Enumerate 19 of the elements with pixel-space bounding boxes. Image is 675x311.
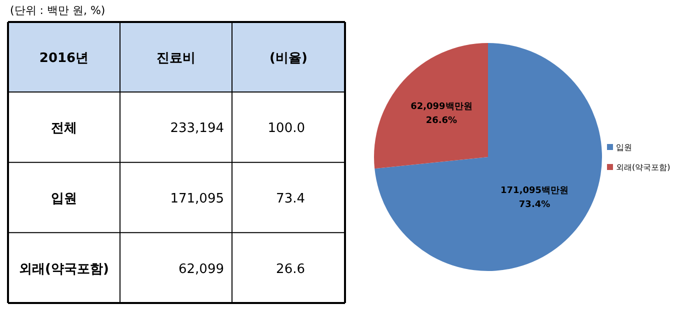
pie-slice (374, 43, 488, 169)
text: 26.6 (276, 262, 305, 277)
data-label: 62,099백만원 26.6% (410, 102, 472, 126)
text: 100.0 (268, 121, 305, 136)
text: 진료비 (156, 51, 196, 66)
legend-label: 외래(약국포함) (616, 163, 670, 172)
text: 2016년 (39, 51, 89, 66)
text: 62,099 (178, 262, 224, 277)
data-label: 171,095백만원 73.4% (500, 186, 569, 210)
text: 전체 (51, 121, 77, 136)
text: (단위 : 백만 원, %) (10, 4, 106, 17)
text: 233,194 (170, 121, 224, 136)
text: 73.4 (276, 192, 305, 206)
text: 171,095 (170, 192, 224, 206)
text: 외래(약국포함) (19, 262, 109, 277)
pie-slice (374, 43, 602, 271)
text: (비율) (270, 51, 308, 66)
text: 입원 (51, 192, 77, 206)
legend-label: 입원 (616, 143, 632, 152)
